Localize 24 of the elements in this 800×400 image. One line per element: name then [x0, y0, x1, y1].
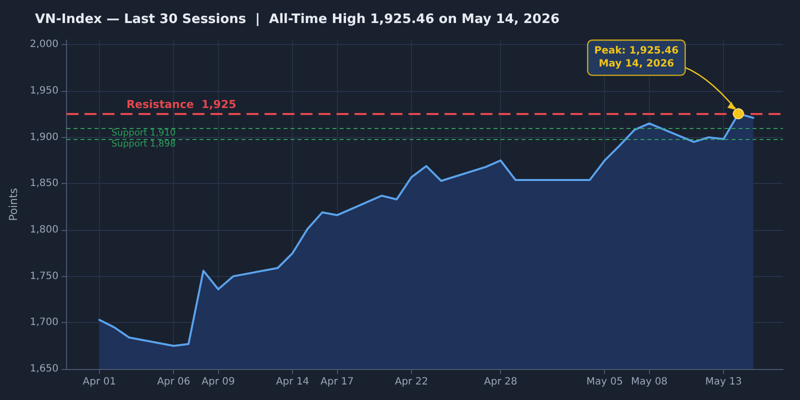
y-tick-label: 1,950	[30, 85, 59, 96]
ref-line-label: Support 1,910	[112, 128, 176, 139]
y-tick-label: 2,000	[30, 39, 59, 50]
chart-title: VN-Index — Last 30 Sessions | All-Time High 1,925.46 on May 14, 2026	[35, 12, 560, 27]
x-tick-label: Apr 22	[394, 376, 428, 388]
y-tick-label: 1,850	[30, 178, 59, 190]
x-tick-label: Apr 01	[82, 376, 116, 388]
y-tick-label: 1,700	[30, 317, 59, 328]
x-tick-label: Apr 06	[157, 376, 190, 388]
annotation: Peak: 1,925.46 May 14, 2026	[594, 46, 679, 70]
x-tick-label: May 05	[586, 376, 623, 388]
x-tick-label: Apr 17	[320, 376, 354, 388]
ref-line-label: Support 1,898	[112, 140, 176, 150]
y-tick-label: 1,900	[30, 132, 59, 143]
x-tick-label: Apr 09	[202, 376, 235, 388]
ref-line-label: Resistance 1,925	[126, 98, 236, 112]
x-tick-label: Apr 14	[276, 376, 310, 388]
x-tick-label: Apr 28	[484, 376, 518, 388]
y-tick-label: 1,750	[30, 270, 59, 282]
y-tick-label: 1,650	[30, 364, 59, 374]
x-tick-label: May 13	[705, 376, 742, 388]
x-tick-label: May 08	[630, 376, 668, 388]
y-tick-label: 1,800	[30, 224, 59, 236]
y-axis-title: Points	[7, 188, 20, 222]
